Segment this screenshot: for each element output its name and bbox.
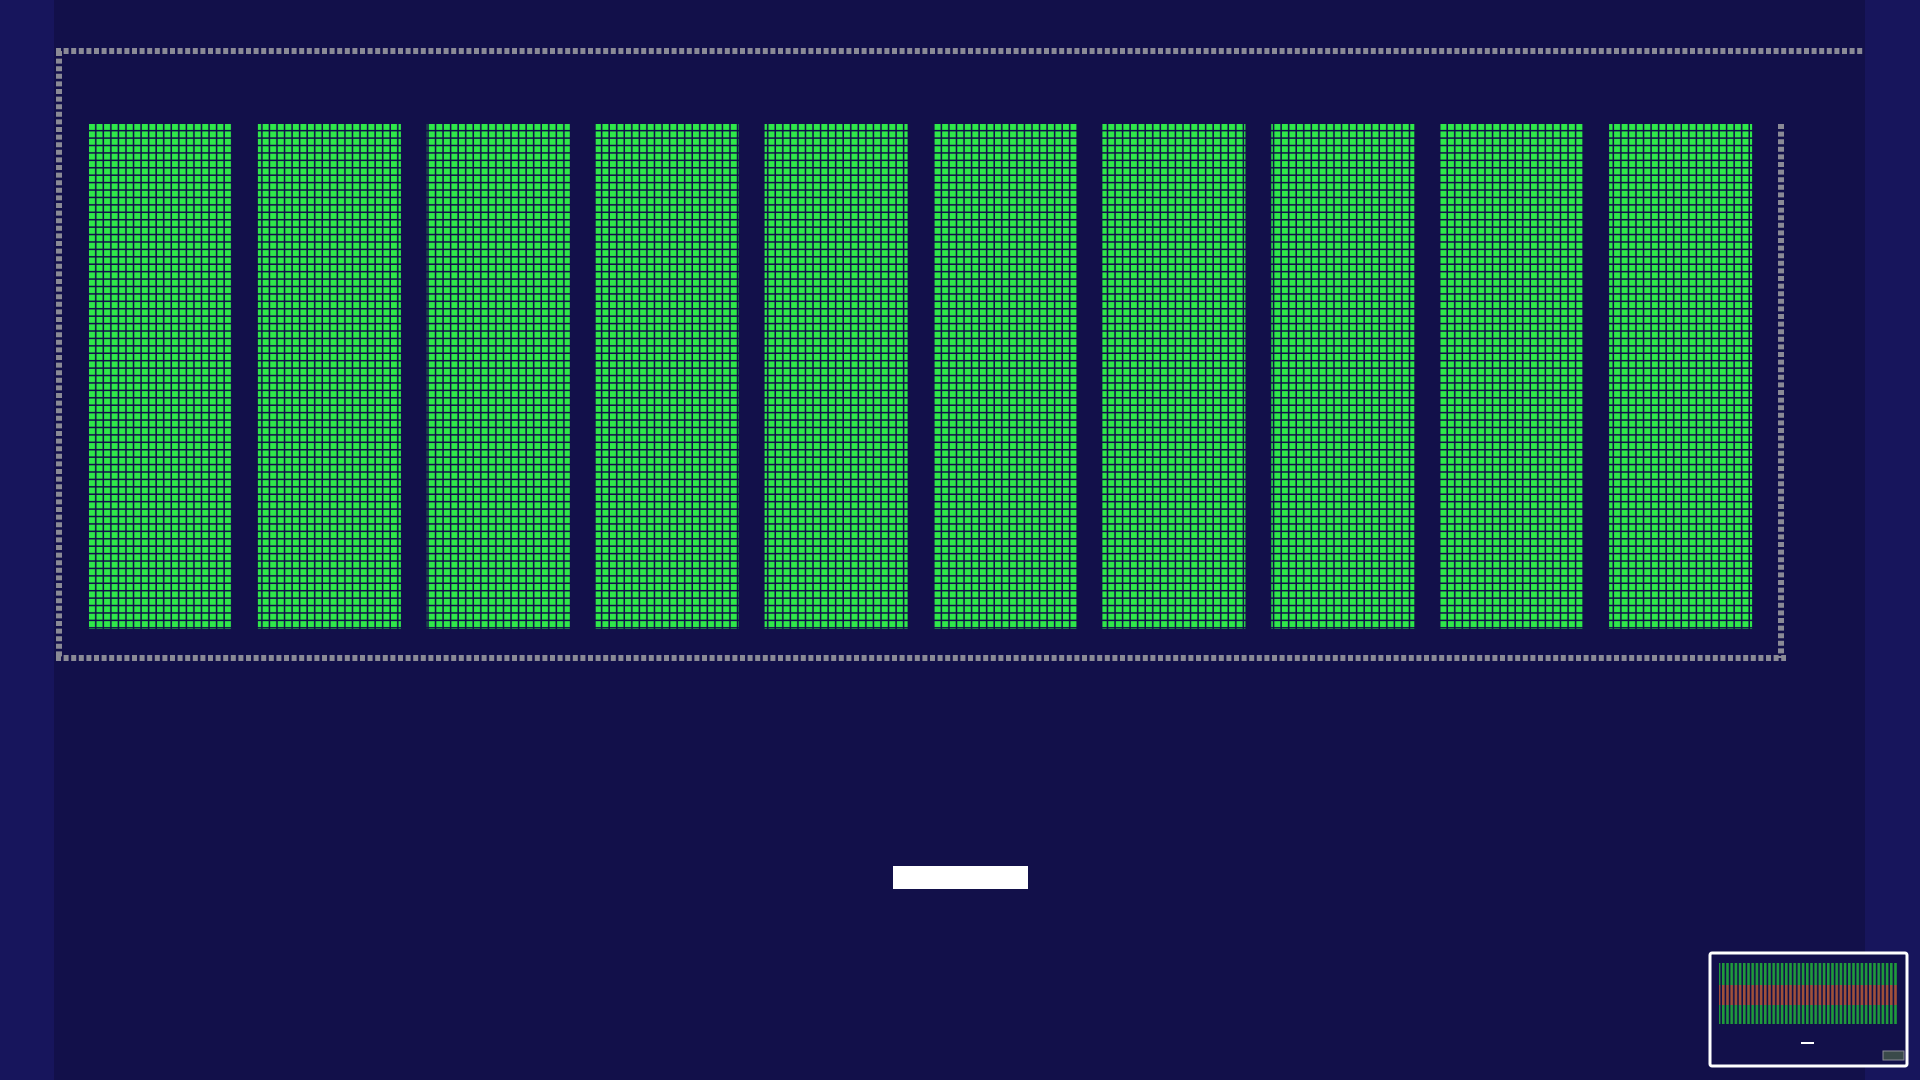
brick-column: [1271, 124, 1415, 629]
brick-column: [426, 124, 570, 629]
brick-column: [595, 124, 739, 629]
paddle[interactable]: [893, 866, 1028, 889]
brick-column: [933, 124, 1077, 629]
minimap: [1708, 951, 1909, 1068]
brick-field: [89, 124, 1753, 629]
minimap-bricks: [1719, 1005, 1897, 1024]
minimap-paddle: [1801, 1042, 1814, 1044]
brick-column: [1440, 124, 1584, 629]
brick-column: [1609, 124, 1753, 629]
brick-column: [257, 124, 401, 629]
wall: [56, 48, 1864, 661]
brick-column: [764, 124, 908, 629]
brick-column: [1102, 124, 1246, 629]
minimap-bricks: [1719, 985, 1897, 1005]
brick-column: [89, 124, 232, 629]
minimap-bricks: [1719, 963, 1897, 985]
minimap-viewport: [1882, 1050, 1905, 1061]
